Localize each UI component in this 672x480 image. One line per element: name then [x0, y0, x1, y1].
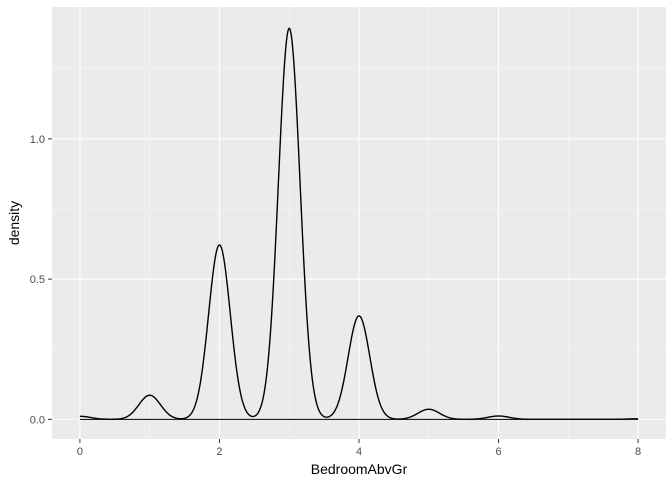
density-curve	[79, 27, 639, 421]
x-tick-label: 8	[635, 446, 641, 458]
x-tick-label: 6	[495, 446, 501, 458]
y-axis-ticks: 0.0 0.5 1.0	[30, 134, 52, 426]
y-tick-label: 0.5	[30, 274, 45, 286]
x-axis-title: BedroomAbvGr	[311, 461, 408, 477]
x-axis-ticks: 0 2 4 6 8	[77, 439, 641, 458]
x-tick-label: 2	[216, 446, 222, 458]
x-tick-label: 0	[77, 446, 83, 458]
y-tick-label: 1.0	[30, 134, 45, 146]
x-tick-label: 4	[356, 446, 362, 458]
y-axis-title: density	[6, 201, 22, 245]
y-tick-label: 0.0	[30, 414, 45, 426]
major-grid	[52, 7, 666, 439]
